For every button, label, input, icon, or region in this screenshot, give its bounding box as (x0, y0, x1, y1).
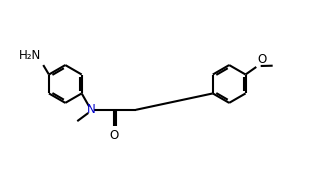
Text: H₂N: H₂N (19, 49, 41, 62)
Text: O: O (109, 129, 118, 142)
Text: O: O (257, 53, 266, 66)
Text: N: N (87, 103, 96, 116)
